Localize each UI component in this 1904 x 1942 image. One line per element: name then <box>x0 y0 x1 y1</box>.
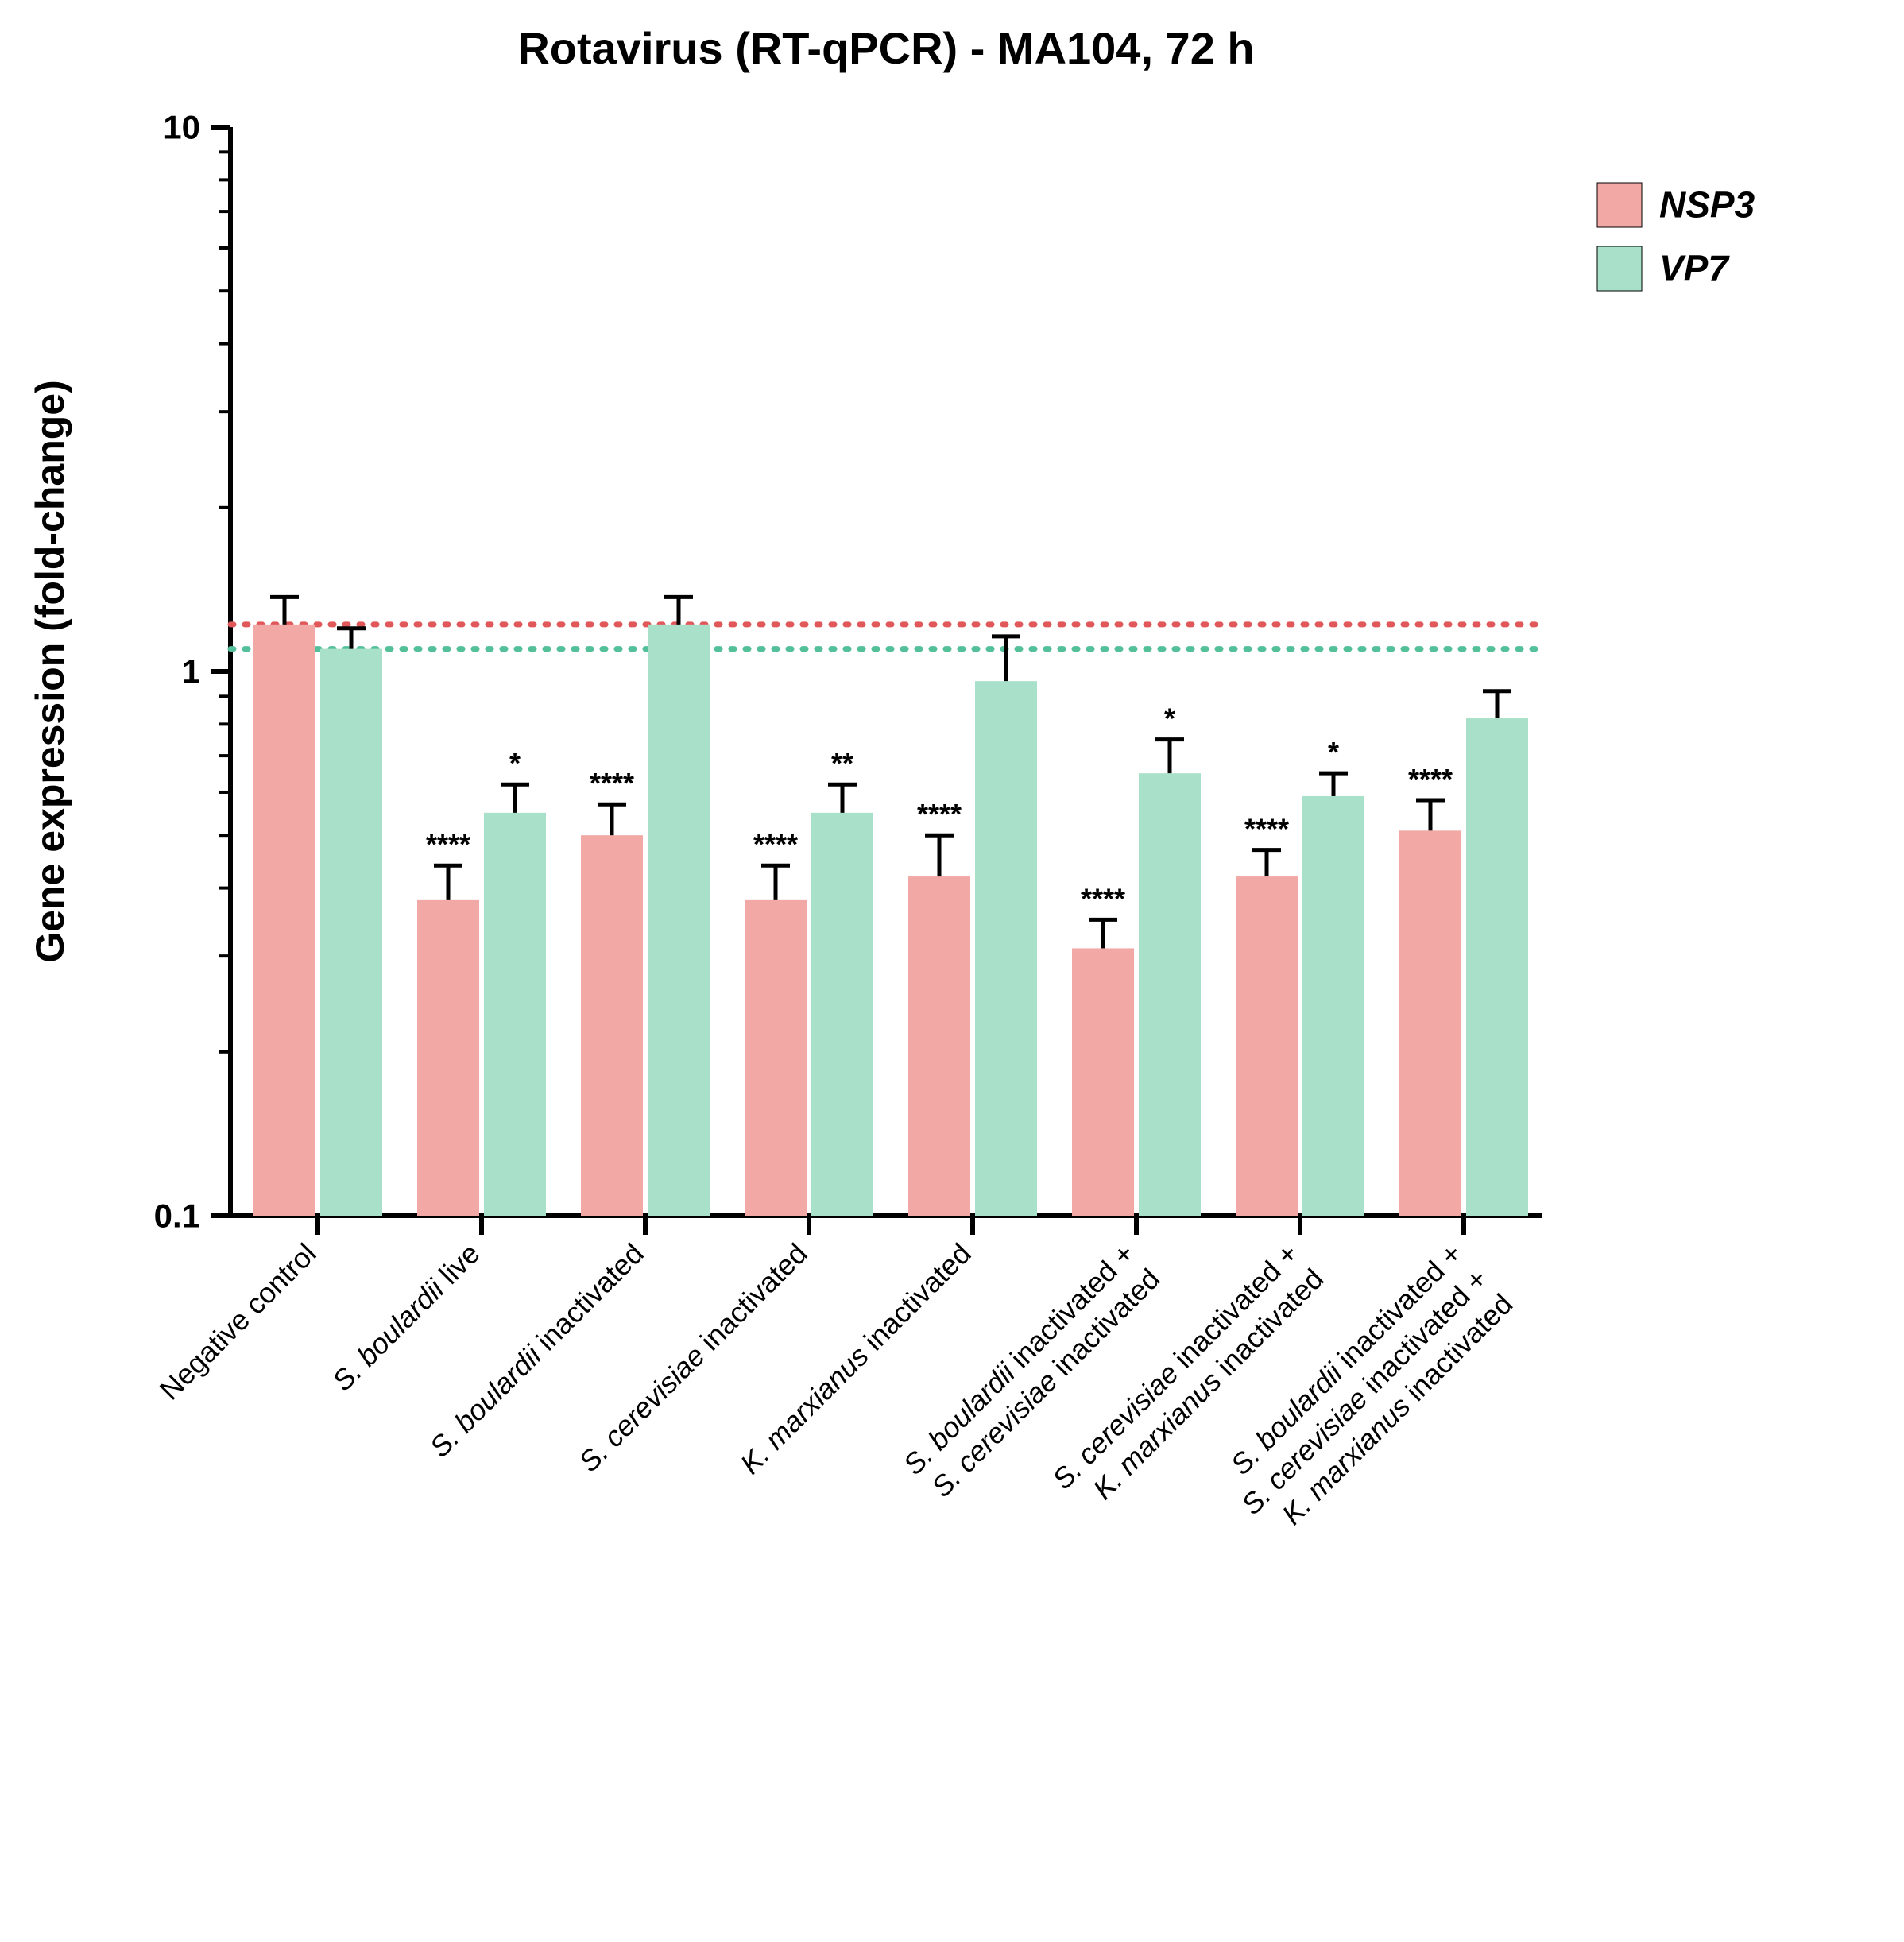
bar-vp7 <box>811 813 873 1216</box>
chart-container: Rotavirus (RT-qPCR) - MA104, 72 h Gene ex… <box>0 0 1904 1942</box>
significance-label: * <box>1164 702 1175 735</box>
bar-nsp3 <box>417 900 479 1216</box>
bar-nsp3 <box>1236 876 1298 1216</box>
significance-label: * <box>1328 736 1339 768</box>
legend-label: VP7 <box>1659 248 1730 289</box>
chart-title: Rotavirus (RT-qPCR) - MA104, 72 h <box>517 23 1254 73</box>
bar-nsp3 <box>1072 948 1134 1216</box>
bar-chart-svg: Rotavirus (RT-qPCR) - MA104, 72 h Gene ex… <box>0 0 1904 1942</box>
y-tick-label: 1 <box>182 653 200 691</box>
legend-swatch <box>1597 246 1642 291</box>
bar-nsp3 <box>1399 830 1461 1216</box>
bar-vp7 <box>1302 796 1364 1216</box>
y-tick-label: 0.1 <box>154 1197 200 1235</box>
significance-label: **** <box>1081 882 1125 915</box>
significance-label: **** <box>917 798 962 830</box>
significance-label: **** <box>426 828 470 861</box>
bar-vp7 <box>1466 718 1528 1216</box>
bar-vp7 <box>975 681 1037 1216</box>
y-axis-label: Gene expression (fold-change) <box>28 380 72 962</box>
significance-label: * <box>509 747 521 780</box>
legend-label: NSP3 <box>1659 184 1755 226</box>
significance-label: **** <box>1244 813 1289 845</box>
bar-vp7 <box>320 649 382 1216</box>
bar-nsp3 <box>908 876 970 1216</box>
bar-vp7 <box>648 625 710 1216</box>
bar-vp7 <box>1139 773 1201 1216</box>
bar-vp7 <box>484 813 546 1216</box>
significance-label: ** <box>831 747 853 780</box>
bar-nsp3 <box>745 900 807 1216</box>
significance-label: **** <box>590 767 634 799</box>
legend-swatch <box>1597 183 1642 227</box>
y-tick-label: 10 <box>163 109 200 146</box>
significance-label: **** <box>753 828 798 861</box>
bar-nsp3 <box>581 835 643 1216</box>
bar-nsp3 <box>253 625 315 1216</box>
significance-label: **** <box>1408 763 1453 795</box>
